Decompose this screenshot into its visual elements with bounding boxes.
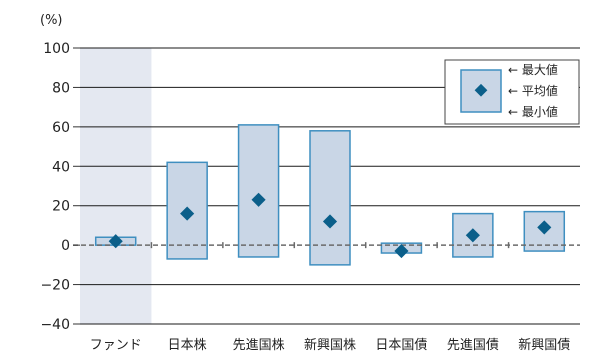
y-tick-label: −20 bbox=[40, 278, 70, 294]
legend: ← 最大値 ← 平均値 ← 最小値 bbox=[445, 60, 579, 124]
highlight-band-layer bbox=[80, 48, 151, 324]
legend-item-min: ← 最小値 bbox=[508, 104, 558, 119]
category-label: 日本株 bbox=[168, 338, 207, 353]
y-tick-label: 80 bbox=[52, 80, 70, 96]
y-unit-label: (%) bbox=[40, 13, 63, 28]
category-label: 日本国債 bbox=[375, 338, 427, 353]
category-label-layer: ファンド 日本株 先進国株 新興国株 日本国債 先進国債 新興国債 bbox=[90, 337, 571, 353]
y-tick-label: 100 bbox=[43, 41, 70, 57]
y-tick-label: 40 bbox=[52, 159, 70, 175]
legend-item-average: ← 平均値 bbox=[508, 83, 558, 98]
legend-item-max: ← 最大値 bbox=[508, 62, 558, 77]
highlight-band bbox=[80, 48, 151, 324]
category-label: 先進国債 bbox=[447, 338, 499, 353]
y-tick-label: 60 bbox=[52, 120, 70, 136]
range-bar bbox=[239, 125, 279, 257]
y-tick-label-layer: −40 −20 0 20 40 60 80 100 bbox=[40, 41, 80, 333]
category-label: 新興国債 bbox=[518, 337, 570, 353]
bar-layer bbox=[96, 125, 565, 265]
y-tick-label: −40 bbox=[40, 317, 70, 333]
y-tick-label: 20 bbox=[52, 199, 70, 215]
category-label: 先進国株 bbox=[233, 338, 285, 353]
category-label: 新興国株 bbox=[304, 337, 356, 353]
category-label: ファンド bbox=[90, 338, 142, 353]
y-tick-label: 0 bbox=[61, 238, 70, 254]
